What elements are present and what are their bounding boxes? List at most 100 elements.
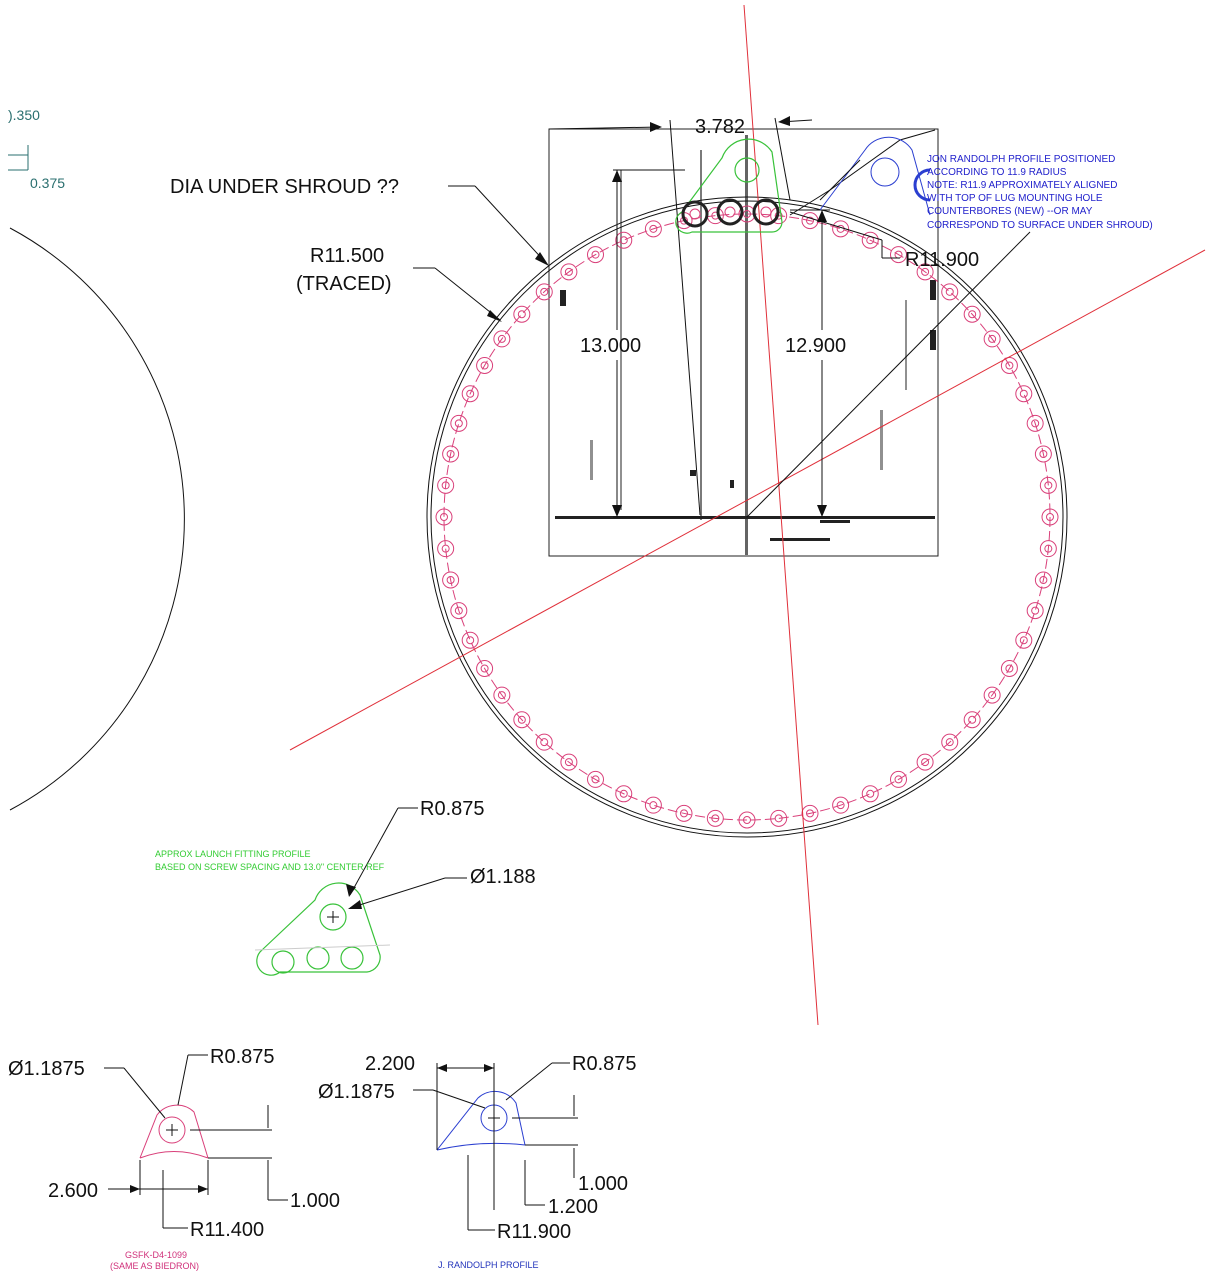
bolt-hole-inner [441, 544, 450, 553]
bolt-hole [801, 804, 819, 822]
bolt-hole [1026, 602, 1044, 620]
bolt-hole [587, 770, 604, 788]
bolt-hole [675, 804, 693, 822]
bolt-hole [941, 283, 959, 301]
dim-0375: 0.375 [30, 175, 65, 191]
scan-edge [789, 129, 936, 216]
bolt-hole [615, 231, 633, 249]
bolt-hole [461, 385, 479, 403]
bolt-hole [587, 246, 604, 264]
green-r0875-label: R0.875 [420, 798, 485, 820]
bolt-hole-inner [517, 310, 526, 319]
note-line: ACCORDING TO 11.9 RADIUS [927, 167, 1067, 178]
bolt-hole-inner [1031, 606, 1040, 615]
pink-dia-label: Ø1.1875 [8, 1058, 85, 1080]
note-line: NOTE: R11.9 APPROXIMATELY ALIGNED [927, 180, 1117, 191]
green-launch-fitting [254, 882, 391, 976]
bolt-hole-inner [517, 715, 526, 724]
dim-3782: 3.782 [695, 116, 745, 138]
bolt-hole [738, 811, 756, 829]
bolt-hole-inner [446, 575, 455, 584]
r11900-leader [746, 159, 1031, 518]
pink-dim-2600: 2.600 [48, 1180, 98, 1202]
blue-r0875-label: R0.875 [572, 1053, 637, 1075]
note-line: COUNTERBORES (NEW) --OR MAY [927, 206, 1093, 217]
bolt-hole [963, 711, 981, 729]
pink-gsfk-profile [104, 1054, 288, 1229]
bolt-hole [916, 753, 934, 771]
bolt-hole [476, 357, 494, 374]
dia-under-shroud-leader [448, 185, 549, 266]
bolt-hole-inner [1005, 361, 1014, 370]
bolt-hole [560, 753, 578, 771]
r11900-label: R11.900 [905, 249, 979, 271]
pink-r0875-label: R0.875 [210, 1046, 275, 1068]
main-circle-outer [426, 196, 1068, 838]
bolt-hole [535, 733, 553, 751]
bolt-hole-inner [1031, 419, 1040, 428]
bolt-hole [890, 246, 907, 264]
bolt-hole-inner [540, 738, 549, 747]
traced-label: (TRACED) [296, 273, 392, 295]
blue-r11900-label: R11.900 [497, 1221, 571, 1243]
bolt-hole [442, 445, 460, 463]
dim-12900: 12.900 [785, 335, 846, 357]
bolt-hole-inner [743, 816, 751, 824]
bolt-hole-inner [591, 775, 600, 784]
bolt-hole-inner [1044, 544, 1053, 553]
bolt-hole-inner [619, 236, 628, 245]
bolt-hole-inner [988, 334, 997, 343]
bolt-hole-inner [446, 450, 455, 459]
bolt-hole-inner [921, 758, 930, 767]
bolt-hole [916, 263, 934, 281]
bolt-hole [1039, 476, 1057, 494]
note-line: CORRESPOND TO SURFACE UNDER SHROUD) [927, 220, 1153, 231]
bolt-hole-inner [480, 361, 489, 370]
bolt-hole-inner [441, 481, 450, 490]
bolt-hole-inner [1046, 513, 1054, 521]
bolt-hole [861, 785, 879, 803]
bolt-hole-inner [564, 758, 573, 767]
bolt-hole-inner [945, 738, 954, 747]
bolt-hole [1034, 571, 1052, 589]
bolt-hole-inner [591, 250, 600, 259]
bolt-hole [1000, 357, 1018, 374]
bolt-hole [1039, 540, 1057, 558]
pink-caption-2: (SAME AS BIEDRON) [110, 1261, 199, 1271]
bolt-hole [1000, 660, 1018, 677]
bolt-circle [443, 213, 1051, 821]
bolt-hole [476, 660, 494, 677]
bolt-hole-inner [921, 267, 930, 276]
bolt-hole-inner [466, 636, 475, 645]
bolt-hole [493, 330, 511, 348]
scan-noise [555, 135, 936, 555]
bolt-hole [450, 602, 468, 620]
dia-under-shroud-label: DIA UNDER SHROUD ?? [170, 176, 399, 198]
blue-dia-label: Ø1.1875 [318, 1081, 395, 1103]
bolt-hole-inner [945, 287, 954, 296]
bolt-hole-inner [988, 691, 997, 700]
bolt-hole-inner [619, 789, 628, 798]
bolt-hole-inner [1044, 481, 1053, 490]
green-note-line1: APPROX LAUNCH FITTING PROFILE [155, 849, 311, 859]
bolt-hole [1015, 631, 1033, 649]
bolt-hole [861, 231, 879, 249]
bolt-hole-inner [711, 814, 720, 823]
bolt-hole [1015, 385, 1033, 403]
bolt-hole-inner [743, 210, 751, 218]
bolt-hole-inner [836, 801, 845, 810]
bolt-hole-inner [497, 691, 506, 700]
bolt-hole [442, 571, 460, 589]
bolt-hole [1034, 445, 1052, 463]
bolt-hole [941, 733, 959, 751]
blue-dim-1200: 1.200 [548, 1196, 598, 1218]
bolt-hole [450, 414, 468, 432]
bolt-hole-inner [497, 334, 506, 343]
bolt-hole-inner [454, 606, 463, 615]
bolt-hole [1041, 508, 1059, 526]
bolt-hole-inner [540, 287, 549, 296]
bolt-hole [770, 809, 788, 827]
green-note-line2: BASED ON SCREW SPACING AND 13.0" CENTER … [155, 862, 385, 872]
bolt-hole-inner [649, 801, 658, 810]
